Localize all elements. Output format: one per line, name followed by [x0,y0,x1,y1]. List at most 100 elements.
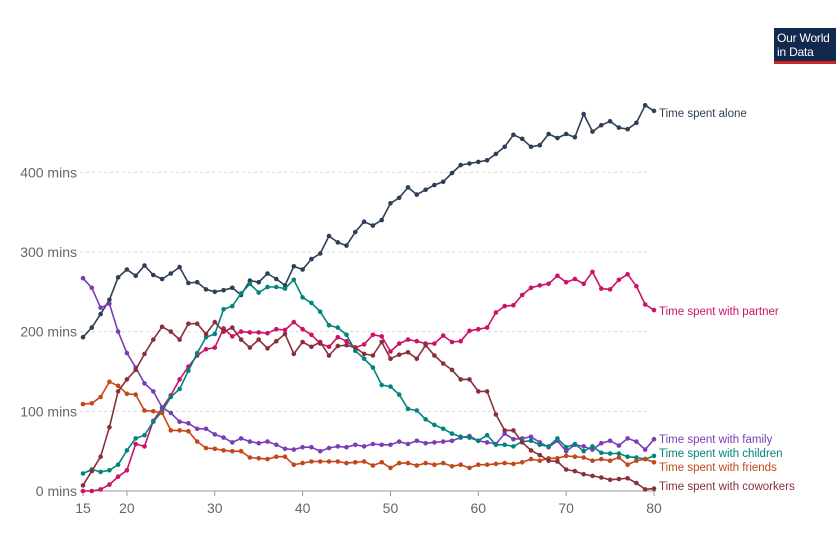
data-point[interactable] [572,276,578,282]
data-point[interactable] [107,468,112,473]
data-point[interactable] [177,264,182,270]
data-point[interactable] [590,444,595,449]
data-point[interactable] [405,441,411,447]
data-point[interactable] [476,389,481,394]
data-point[interactable] [379,334,385,339]
data-point[interactable] [98,454,103,460]
data-point[interactable] [142,408,147,413]
data-point[interactable] [599,286,604,291]
data-point[interactable] [414,463,420,468]
data-point[interactable] [247,455,253,460]
data-point[interactable] [388,356,393,362]
data-point[interactable] [423,460,428,466]
data-point[interactable] [344,460,349,466]
data-point[interactable] [133,273,138,279]
data-point[interactable] [80,401,86,407]
data-point[interactable] [370,441,376,447]
data-point[interactable] [300,267,305,272]
data-point[interactable] [616,455,622,460]
data-point[interactable] [458,338,464,344]
data-point[interactable] [379,382,385,388]
data-point[interactable] [344,243,349,248]
data-point[interactable] [326,445,332,451]
data-point[interactable] [335,240,341,245]
data-point[interactable] [432,440,437,445]
data-point[interactable] [423,440,428,446]
data-point[interactable] [203,334,209,340]
data-point[interactable] [414,438,420,444]
data-point[interactable] [572,454,578,460]
data-point[interactable] [484,432,490,438]
data-point[interactable] [414,192,420,197]
data-point[interactable] [607,287,613,292]
data-point[interactable] [432,341,437,346]
data-point[interactable] [344,332,349,338]
data-point[interactable] [300,460,305,466]
data-point[interactable] [89,468,95,474]
data-point[interactable] [414,408,420,413]
data-point[interactable] [511,444,516,449]
data-point[interactable] [642,447,648,452]
data-point[interactable] [405,350,411,355]
data-point[interactable] [186,421,191,426]
data-point[interactable] [370,223,376,228]
data-point[interactable] [449,170,455,176]
data-point[interactable] [107,297,112,303]
data-point[interactable] [256,290,262,295]
data-point[interactable] [476,326,481,332]
data-point[interactable] [581,472,586,477]
data-point[interactable] [142,263,147,268]
data-point[interactable] [519,460,525,465]
data-point[interactable] [194,426,200,432]
data-point[interactable] [300,444,305,450]
data-point[interactable] [537,458,543,464]
data-point[interactable] [396,439,402,444]
data-point[interactable] [344,342,349,348]
data-point[interactable] [335,334,341,340]
data-point[interactable] [107,301,112,307]
data-point[interactable] [151,409,156,414]
data-point[interactable] [124,468,130,473]
data-point[interactable] [98,394,103,400]
data-point[interactable] [300,326,305,332]
data-point[interactable] [414,338,420,344]
data-point[interactable] [194,279,200,285]
data-point[interactable] [309,256,314,262]
data-point[interactable] [405,337,411,342]
data-point[interactable] [537,142,543,148]
data-point[interactable] [142,381,147,386]
data-point[interactable] [159,324,165,330]
data-point[interactable] [203,331,209,337]
data-point[interactable] [581,281,586,287]
data-point[interactable] [616,451,622,456]
data-point[interactable] [440,426,446,432]
data-point[interactable] [537,283,543,288]
data-point[interactable] [493,461,499,467]
data-point[interactable] [124,350,130,356]
data-point[interactable] [642,456,648,462]
data-point[interactable] [107,482,112,487]
data-point[interactable] [634,120,639,126]
data-point[interactable] [599,456,604,462]
data-point[interactable] [98,487,103,492]
data-point[interactable] [115,462,121,468]
data-point[interactable] [151,389,156,394]
data-point[interactable] [151,337,156,342]
data-point[interactable] [230,440,235,445]
series-time-spent-with-coworkers[interactable] [80,319,657,492]
data-point[interactable] [511,303,516,308]
data-point[interactable] [423,417,428,422]
data-point[interactable] [502,428,508,433]
data-point[interactable] [361,342,367,347]
data-point[interactable] [581,444,586,449]
data-point[interactable] [353,460,358,465]
data-point[interactable] [607,451,613,456]
data-point[interactable] [80,334,86,340]
data-point[interactable] [388,465,393,471]
data-point[interactable] [247,345,253,350]
data-point[interactable] [238,436,244,441]
data-point[interactable] [133,441,138,447]
data-point[interactable] [133,436,138,441]
data-point[interactable] [467,328,472,334]
data-point[interactable] [186,428,191,434]
